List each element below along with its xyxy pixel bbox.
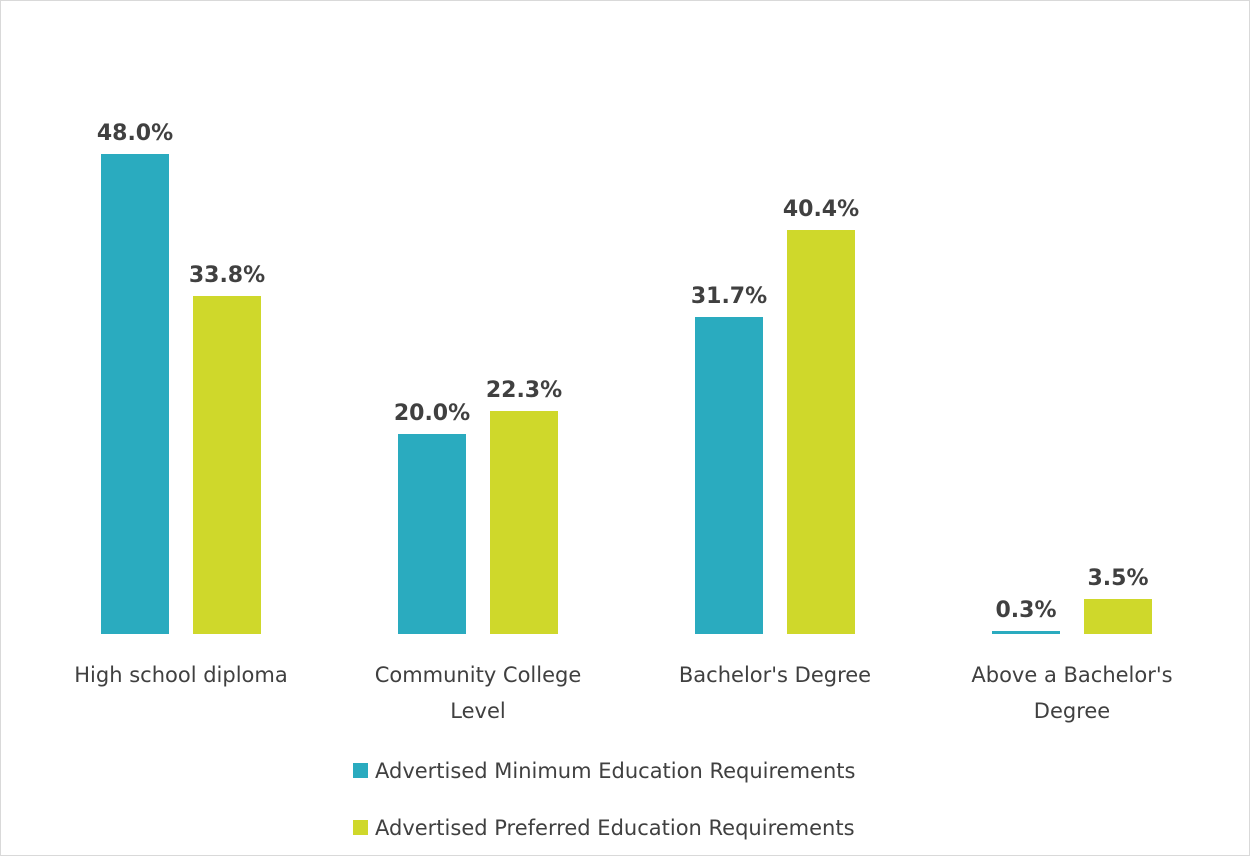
data-label-series1-cat4: 0.3% [995, 598, 1056, 623]
data-label-series2-cat4: 3.5% [1087, 566, 1148, 591]
data-label-series1-cat1: 48.0% [97, 121, 173, 146]
bar-series1-cat2 [398, 434, 466, 634]
legend-label-series2: Advertised Preferred Education Requireme… [375, 816, 855, 840]
data-label-series2-cat2: 22.3% [486, 378, 562, 403]
bar-series1-cat4 [992, 631, 1060, 634]
legend-swatch-series1 [353, 763, 368, 778]
category-label-2-line-1: Community College [375, 663, 582, 687]
data-label-series2-cat1: 33.8% [189, 263, 265, 288]
bar-series2-cat4 [1084, 599, 1152, 634]
legend-label-series1: Advertised Minimum Education Requirement… [375, 759, 855, 783]
data-label-series1-cat2: 20.0% [394, 401, 470, 426]
category-label-4-line-1: Above a Bachelor's [971, 663, 1172, 687]
category-label-3-line-1: Bachelor's Degree [679, 663, 871, 687]
data-label-series2-cat3: 40.4% [783, 197, 859, 222]
bar-series2-cat1 [193, 296, 261, 634]
bar-series1-cat1 [101, 154, 169, 634]
bar-series1-cat3 [695, 317, 763, 634]
category-label-4-line-2: Degree [1034, 699, 1110, 723]
category-label-1-line-1: High school diploma [74, 663, 287, 687]
category-label-2-line-2: Level [450, 699, 505, 723]
bar-series2-cat3 [787, 230, 855, 634]
data-label-series1-cat3: 31.7% [691, 284, 767, 309]
bar-series2-cat2 [490, 411, 558, 634]
legend-swatch-series2 [353, 820, 368, 835]
